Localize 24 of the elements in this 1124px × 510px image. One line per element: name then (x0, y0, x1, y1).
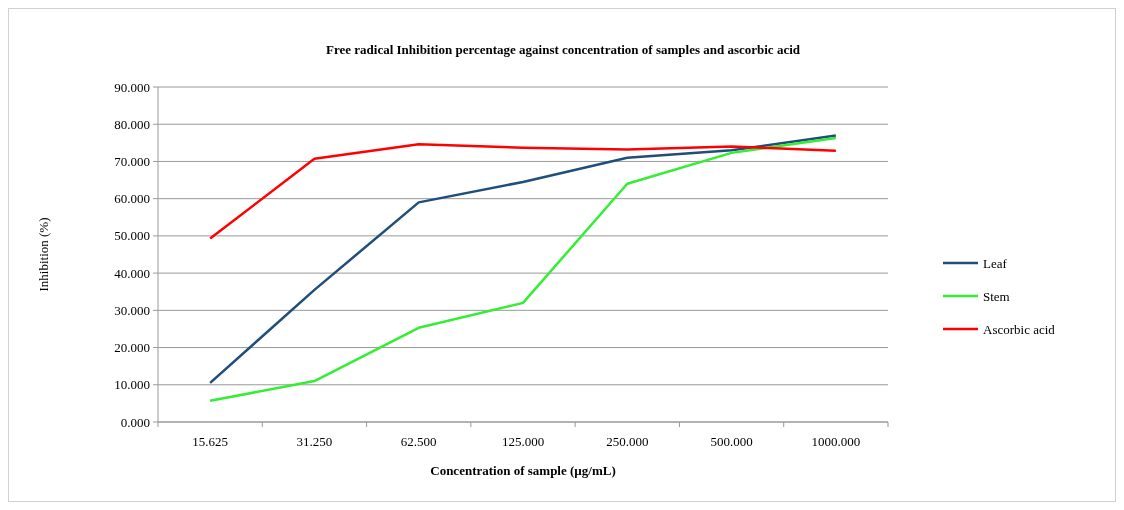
y-tick-label: 40.000 (114, 265, 150, 281)
x-tick-label: 31.250 (296, 434, 333, 449)
x-tick-label: 250.000 (606, 434, 649, 449)
y-tick-label: 70.000 (114, 153, 150, 169)
y-tick-label: 50.000 (114, 228, 150, 244)
line-series (208, 143, 838, 240)
y-tick-label: 60.000 (114, 191, 150, 207)
legend-label: Ascorbic acid (983, 321, 1056, 337)
y-tick-label: 0.000 (120, 414, 150, 430)
y-tick-label: 90.000 (114, 79, 150, 95)
chart-title: Free radical Inhibition percentage against concentration of samples and ascorbic acid (326, 42, 801, 57)
x-tick-label: 62.500 (400, 434, 437, 449)
y-tick-label: 10.000 (114, 377, 150, 393)
x-tick-label: 15.625 (192, 434, 229, 449)
legend-label: Leaf (983, 255, 1008, 271)
y-tick-label: 30.000 (114, 302, 150, 318)
legend-label: Stem (983, 288, 1010, 304)
y-tick-label: 20.000 (114, 340, 150, 356)
y-axis-title: Inhibition (%) (36, 217, 51, 292)
x-tick-label: 125.000 (501, 434, 545, 449)
x-tick-label: 1000.000 (811, 434, 861, 449)
y-tick-label: 80.000 (114, 116, 150, 132)
x-axis-title: Concentration of sample (µg/mL) (430, 463, 616, 478)
x-tick-label: 500.000 (710, 434, 753, 449)
